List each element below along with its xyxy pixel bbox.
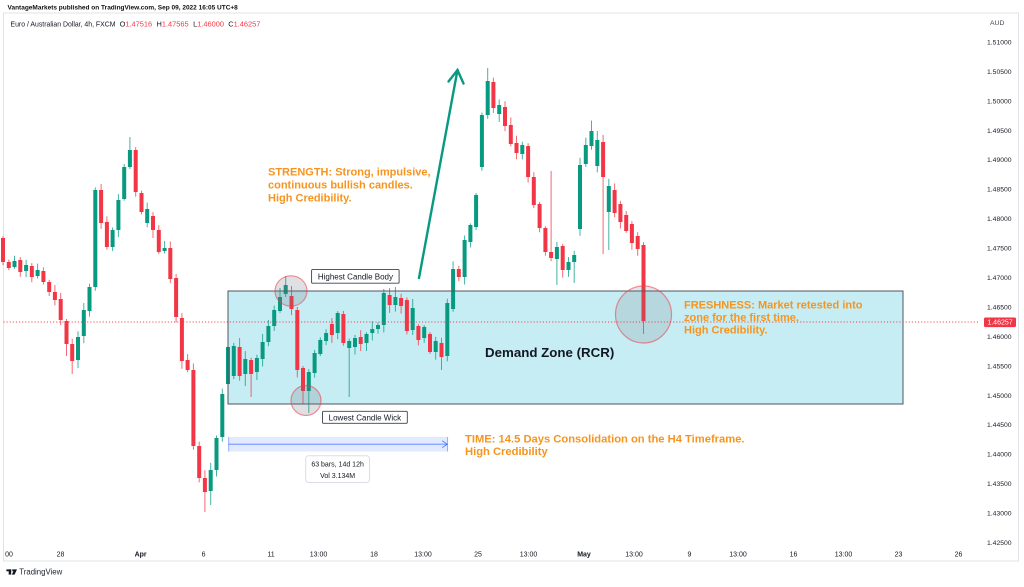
svg-text:AUD: AUD [990, 20, 1004, 27]
svg-text:1.49500: 1.49500 [987, 128, 1012, 135]
svg-text:1.47000: 1.47000 [987, 275, 1012, 282]
svg-text:1.45500: 1.45500 [987, 363, 1012, 370]
svg-text:1.46500: 1.46500 [987, 304, 1012, 311]
svg-text:13:00: 13:00 [729, 552, 747, 559]
svg-text:1.44000: 1.44000 [987, 452, 1012, 459]
svg-text:13:00: 13:00 [520, 552, 538, 559]
svg-text:VantageMarkets published on Tr: VantageMarkets published on TradingView.… [8, 5, 239, 12]
svg-text:1.47500: 1.47500 [987, 246, 1012, 253]
svg-text:1.50500: 1.50500 [987, 69, 1012, 76]
svg-text:Euro / Australian Dollar, 4h,: Euro / Australian Dollar, 4h, FXCM [11, 22, 116, 29]
svg-text:1.42500: 1.42500 [987, 540, 1012, 547]
svg-text:63 bars, 14d 12h: 63 bars, 14d 12h [311, 462, 364, 469]
svg-text:Demand Zone (RCR): Demand Zone (RCR) [485, 345, 614, 360]
svg-text:TIME: 14.5 Days Consolidation: TIME: 14.5 Days Consolidation on the H4 … [465, 434, 745, 446]
svg-text:26: 26 [955, 552, 963, 559]
svg-text:May: May [577, 552, 591, 559]
svg-text:Lowest Candle Wick: Lowest Candle Wick [329, 414, 402, 423]
svg-text:High Credibility.: High Credibility. [268, 193, 352, 205]
svg-text:High Credibility: High Credibility [465, 446, 548, 458]
svg-text:continuous bullish candles.: continuous bullish candles. [268, 180, 413, 192]
svg-text:Highest Candle Body: Highest Candle Body [318, 273, 393, 282]
svg-text:1.44500: 1.44500 [987, 422, 1012, 429]
svg-text:1.43000: 1.43000 [987, 511, 1012, 518]
svg-text:11: 11 [267, 552, 274, 559]
svg-text:18: 18 [370, 552, 378, 559]
svg-text:25: 25 [474, 552, 482, 559]
svg-text:1.51000: 1.51000 [987, 39, 1012, 46]
svg-text:13:00: 13:00 [835, 552, 853, 559]
svg-text:Vol 3.134M: Vol 3.134M [320, 473, 355, 480]
svg-text:1.48500: 1.48500 [987, 187, 1012, 194]
svg-text:9: 9 [688, 552, 692, 559]
svg-text:00: 00 [5, 552, 13, 559]
svg-text:1.45000: 1.45000 [987, 393, 1012, 400]
svg-text:FRESHNESS: Market retested int: FRESHNESS: Market retested into [684, 300, 863, 312]
svg-text:1.46257: 1.46257 [987, 320, 1012, 327]
svg-text:High Credibility.: High Credibility. [684, 325, 768, 337]
svg-text:13:00: 13:00 [625, 552, 643, 559]
svg-text:1.50000: 1.50000 [987, 98, 1012, 105]
svg-text:1.43500: 1.43500 [987, 481, 1012, 488]
svg-text:1.49000: 1.49000 [987, 157, 1012, 164]
svg-text:Apr: Apr [135, 552, 147, 559]
svg-text:13:00: 13:00 [310, 552, 328, 559]
svg-text:STRENGTH: Strong, impulsive,: STRENGTH: Strong, impulsive, [268, 167, 431, 179]
svg-text:1.46000: 1.46000 [987, 334, 1012, 341]
svg-text:1.48000: 1.48000 [987, 216, 1012, 223]
svg-text:16: 16 [790, 552, 798, 559]
svg-text:13:00: 13:00 [414, 552, 432, 559]
svg-text:6: 6 [202, 552, 206, 559]
svg-text:23: 23 [895, 552, 903, 559]
svg-text:28: 28 [57, 552, 65, 559]
svg-text:zone for the first time.: zone for the first time. [684, 312, 799, 324]
svg-text:TradingView: TradingView [19, 568, 62, 577]
